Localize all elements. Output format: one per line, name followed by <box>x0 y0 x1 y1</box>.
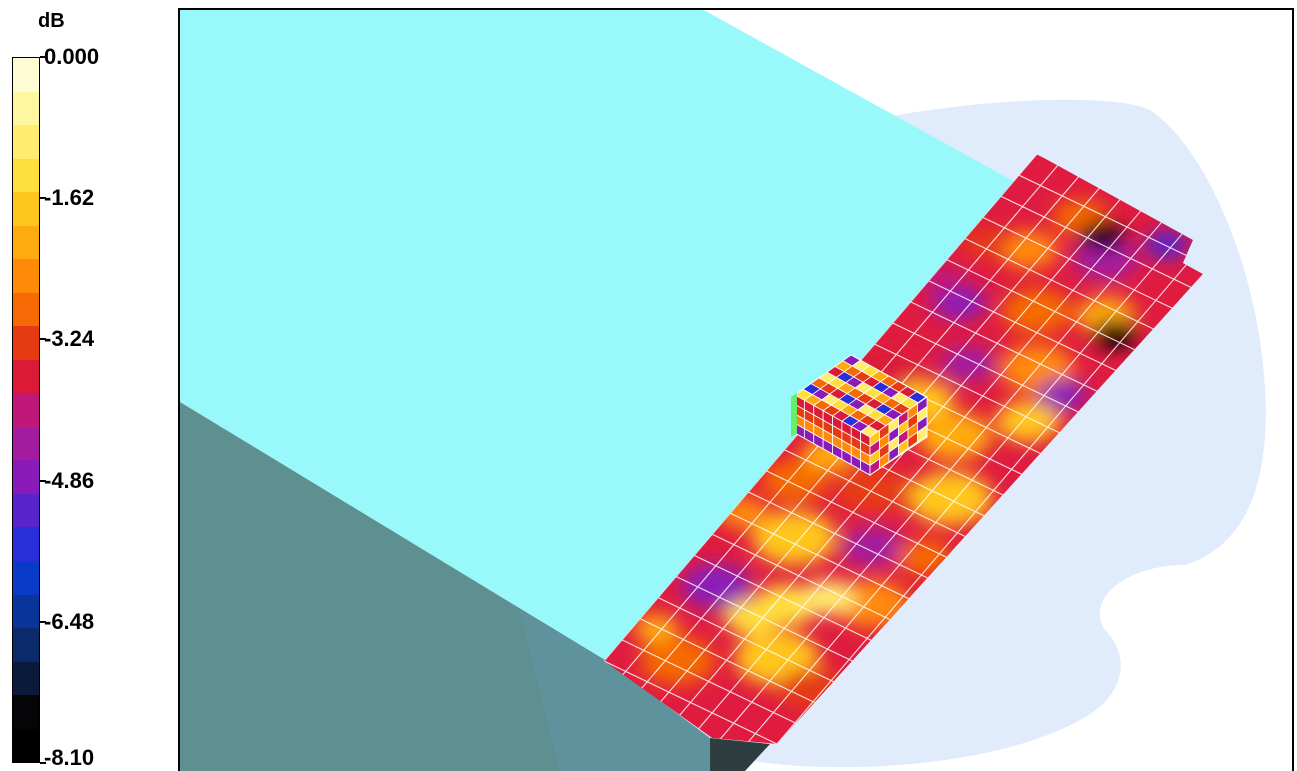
heatmap-grid-line <box>883 318 1084 415</box>
legend-swatch <box>13 326 39 360</box>
legend-swatch <box>13 158 39 193</box>
legend-swatch <box>13 359 39 394</box>
legend-swatch <box>13 426 39 461</box>
legend-swatch <box>13 560 39 595</box>
heatmap-grid-line <box>667 571 867 669</box>
color-legend: dB 0.000 -1.62 -3.24 -4.86 -6.48 -8.10 <box>0 0 175 771</box>
legend-swatch <box>13 728 39 763</box>
legend-tick-label: -8.10 <box>44 745 95 770</box>
legend-swatch <box>13 259 39 293</box>
legend-swatch <box>13 628 39 662</box>
legend-swatch <box>13 91 39 126</box>
heatmap-grid-line <box>775 445 975 542</box>
heatmap-blob <box>962 229 1008 258</box>
heatmap-grid-line <box>631 614 831 711</box>
legend-tick <box>40 479 46 482</box>
slab-edge-face <box>710 738 770 771</box>
heatmap-grid-line <box>739 487 939 584</box>
heatmap-null <box>1090 228 1114 243</box>
legend-swatch <box>13 192 39 226</box>
legend-tick-label: -6.48 <box>44 608 95 634</box>
legend-tick <box>40 762 46 764</box>
heatmap-grid-line <box>690 154 1189 739</box>
legend-swatch <box>13 527 39 561</box>
heatmap-blob <box>842 527 903 566</box>
legend-tick-label: -4.86 <box>44 467 95 493</box>
legend-tick-label: -1.62 <box>44 185 95 211</box>
render-viewport[interactable] <box>178 8 1294 771</box>
legend-swatch <box>13 661 39 696</box>
legend-unit-label: dB <box>38 10 65 32</box>
legend-tick-label: 0.000 <box>44 44 100 69</box>
heatmap-blob <box>640 636 716 685</box>
heatmap-grid-line <box>973 212 1174 310</box>
device-array-icon <box>791 354 928 476</box>
heatmap-blob <box>907 471 993 526</box>
device-tile <box>907 391 927 404</box>
heatmap-blob <box>681 563 752 609</box>
heatmap-grid-line <box>733 175 1203 744</box>
legend-tick <box>40 620 46 623</box>
heatmap-grid-line <box>703 529 903 627</box>
slab-top-face <box>180 10 1015 660</box>
heatmap-blob <box>723 599 779 635</box>
device-tile <box>917 424 928 443</box>
heatmap-blob <box>801 579 857 616</box>
heatmap-grid-line <box>865 339 1066 436</box>
heatmap-blob <box>995 400 1061 443</box>
heatmap-blob <box>940 346 996 382</box>
heatmap-blob <box>917 412 993 461</box>
legend-swatch <box>13 460 39 494</box>
legend-color-bar <box>12 57 40 763</box>
heatmap-grid-line <box>1010 170 1203 267</box>
heatmap-grid-line <box>613 635 813 732</box>
heatmap-grid-line <box>757 466 957 563</box>
legend-swatch <box>13 225 39 260</box>
legend-swatch <box>13 125 39 159</box>
legend-swatch <box>13 292 39 327</box>
heatmap-grid-line <box>604 656 795 744</box>
heatmap-blob <box>761 459 827 502</box>
heatmap-grid-line <box>955 233 1156 331</box>
heatmap-grid-line <box>992 191 1192 289</box>
heatmap-grid-line <box>901 297 1102 394</box>
heatmap-blob <box>998 230 1059 270</box>
heatmap-grid-line <box>711 165 1203 744</box>
heatmap-grid-line <box>754 185 1203 744</box>
legend-tick <box>40 338 46 341</box>
legend-swatch <box>13 493 39 528</box>
heatmap-blob <box>1001 288 1072 334</box>
heatmap-grid-line <box>721 508 921 605</box>
legend-swatch <box>13 58 39 92</box>
legend-tick-label: -3.24 <box>44 326 95 352</box>
slab-side-overlay <box>520 610 710 771</box>
legend-swatch <box>13 393 39 427</box>
heatmap-blob <box>896 539 952 575</box>
heatmap-grid-line <box>937 254 1138 352</box>
heatmap-grid-line <box>685 550 885 648</box>
device-edge-strip <box>791 393 797 437</box>
legend-tick <box>40 197 46 200</box>
heatmap-blob <box>1144 230 1190 260</box>
scene-canvas[interactable] <box>178 8 1294 771</box>
legend-tick <box>40 56 46 58</box>
heatmap-blob <box>1037 379 1088 412</box>
legend-swatch <box>13 695 39 729</box>
legend-swatch <box>13 594 39 629</box>
heatmap-grid-line <box>919 276 1120 373</box>
heatmap-grid-line <box>649 592 849 690</box>
